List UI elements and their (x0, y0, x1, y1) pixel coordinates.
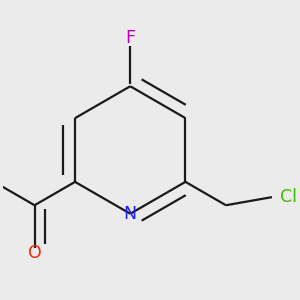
Text: N: N (124, 205, 137, 223)
Text: O: O (28, 244, 41, 262)
Text: F: F (125, 29, 135, 47)
Text: Cl: Cl (280, 188, 298, 206)
